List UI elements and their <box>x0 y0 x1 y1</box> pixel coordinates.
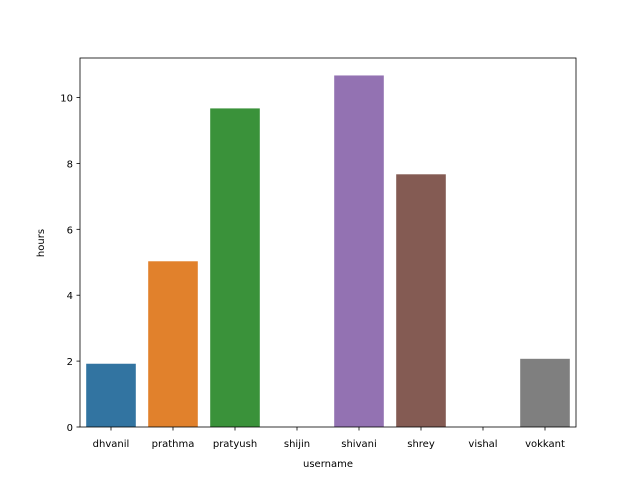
x-tick-label: shijin <box>284 439 310 450</box>
x-axis-label: username <box>303 459 353 470</box>
y-tick-label: 4 <box>67 291 73 302</box>
x-tick-label: shivani <box>341 439 377 450</box>
x-ticks-group: dhvanil prathma pratyush shijin shivani shrey… <box>93 427 565 450</box>
y-tick-label: 0 <box>67 423 73 434</box>
bars-group <box>86 75 570 428</box>
x-tick-label: prathma <box>152 439 195 450</box>
y-tick-label: 2 <box>67 357 73 368</box>
x-tick-label: vishal <box>468 439 497 450</box>
bar-prathma <box>148 261 198 427</box>
axes-frame <box>79 57 577 428</box>
y-ticks-group: 0 2 4 6 8 10 <box>60 94 80 434</box>
bar-shrey <box>396 174 446 427</box>
bar-shivani <box>334 75 384 428</box>
y-tick-label: 8 <box>67 159 73 170</box>
y-axis-label: hours <box>36 229 47 257</box>
x-tick-label: vokkant <box>525 439 565 450</box>
bar-vokkant <box>520 358 570 427</box>
x-tick-label: shrey <box>407 439 435 450</box>
bar-dhvanil <box>86 363 136 427</box>
y-tick-label: 10 <box>60 94 73 105</box>
y-tick-label: 6 <box>67 225 73 236</box>
bar-pratyush <box>210 108 260 427</box>
x-tick-label: pratyush <box>213 439 257 450</box>
x-tick-label: dhvanil <box>93 439 130 450</box>
